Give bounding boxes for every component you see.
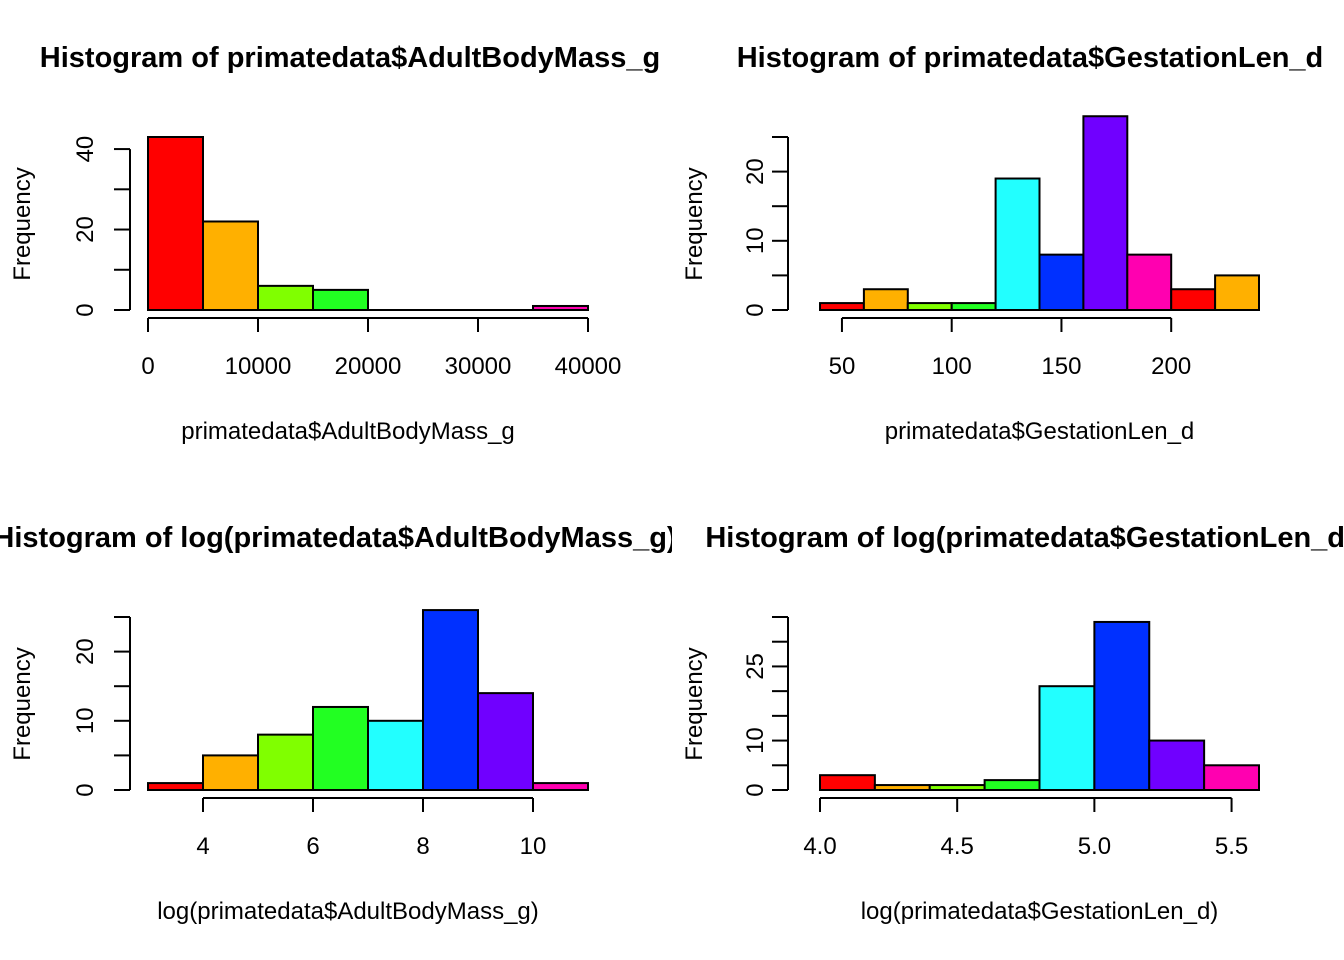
histogram-bar	[873, 784, 931, 791]
y-axis-label: Frequency	[681, 647, 708, 760]
chart-title: Histogram of primatedata$AdultBodyMass_g	[40, 42, 660, 74]
histogram-bar	[532, 782, 589, 792]
x-axis-label: primatedata$GestationLen_d	[885, 418, 1195, 445]
y-axis-label: Frequency	[681, 167, 708, 280]
histogram-bar	[312, 705, 369, 792]
histogram-bar	[257, 733, 314, 792]
histogram-bar	[257, 284, 314, 312]
histogram-bar	[1038, 685, 1096, 792]
y-tick-label: 25	[742, 653, 769, 680]
histogram-bar	[1214, 274, 1260, 311]
histogram-bar	[202, 754, 259, 792]
y-axis: 0 10 25 Frequency	[681, 616, 789, 797]
x-tick-label: 5.5	[1215, 833, 1248, 860]
x-tick-label: 8	[416, 833, 429, 860]
y-axis-label: Frequency	[9, 647, 36, 760]
y-tick-label: 40	[72, 136, 99, 163]
histogram-bar	[477, 692, 534, 791]
x-tick-label: 200	[1151, 353, 1191, 380]
x-tick-label: 150	[1041, 353, 1081, 380]
histogram-bar	[1082, 115, 1129, 311]
histogram-panel-4: Histogram of log(primatedata$GestationLe…	[681, 522, 1344, 925]
histogram-bar	[202, 220, 259, 311]
x-tick-label: 10000	[225, 353, 292, 380]
x-tick-label: 6	[306, 833, 319, 860]
histogram-bar	[147, 136, 204, 311]
y-tick-label: 20	[742, 158, 769, 185]
y-tick-label: 0	[742, 783, 769, 796]
histogram-bar	[950, 302, 997, 311]
histogram-bar	[1093, 620, 1151, 792]
histogram-bar	[1203, 764, 1260, 791]
histogram-bar	[1170, 288, 1217, 311]
y-axis: 0 10 20 Frequency	[681, 136, 789, 317]
histogram-bar	[147, 782, 204, 792]
histogram-bar	[1126, 253, 1173, 311]
y-tick-label: 0	[72, 303, 99, 316]
histogram-bar	[862, 288, 909, 311]
histogram-panel-1: Histogram of primatedata$AdultBodyMass_g…	[9, 42, 660, 445]
y-axis-label: Frequency	[9, 167, 36, 280]
y-axis: 0 10 20 Frequency	[9, 616, 131, 797]
x-axis: 50 100 150 200 primatedata$GestationLen_d	[829, 317, 1195, 445]
histogram-bar	[983, 779, 1041, 791]
x-axis: 4.0 4.5 5.0 5.5 log(primatedata$GestationLen…	[803, 797, 1248, 925]
x-tick-label: 4	[196, 833, 209, 860]
histogram-bar	[819, 302, 865, 311]
chart-title: Histogram of primatedata$GestationLen_d	[737, 42, 1324, 74]
histogram-bar	[367, 719, 424, 791]
histogram-bar	[928, 784, 986, 791]
histogram-bar	[1148, 739, 1206, 791]
y-tick-label: 0	[72, 783, 99, 796]
y-tick-label: 0	[742, 303, 769, 316]
x-axis-label: primatedata$AdultBodyMass_g	[181, 418, 515, 445]
x-tick-label: 10	[520, 833, 547, 860]
histogram-bar	[819, 774, 876, 792]
histogram-panel-2: Histogram of primatedata$GestationLen_d 0…	[681, 42, 1323, 445]
x-tick-label: 50	[829, 353, 856, 380]
histogram-panel-3: Histogram of log(primatedata$AdultBodyMa…	[0, 522, 677, 925]
histogram-bar	[532, 304, 589, 312]
chart-title: Histogram of log(primatedata$GestationLe…	[705, 522, 1344, 554]
x-axis: 4 6 8 10 log(primatedata$AdultBodyMass_g)	[157, 797, 547, 925]
x-axis-label: log(primatedata$GestationLen_d)	[861, 898, 1219, 925]
x-axis-label: log(primatedata$AdultBodyMass_g)	[157, 898, 539, 925]
histogram-bar	[422, 609, 479, 792]
y-tick-label: 10	[742, 727, 769, 754]
x-tick-label: 30000	[445, 353, 512, 380]
y-tick-label: 20	[72, 216, 99, 243]
histogram-bar	[906, 302, 953, 311]
x-tick-label: 4.5	[941, 833, 974, 860]
x-tick-label: 5.0	[1078, 833, 1111, 860]
chart-title: Histogram of log(primatedata$AdultBodyMa…	[0, 522, 677, 554]
y-tick-label: 10	[72, 707, 99, 734]
x-tick-label: 100	[932, 353, 972, 380]
histogram-bar	[994, 177, 1041, 311]
histogram-bar	[312, 288, 369, 312]
x-tick-label: 40000	[555, 353, 622, 380]
histogram-bar	[1038, 253, 1085, 311]
y-tick-label: 10	[742, 227, 769, 254]
x-tick-label: 4.0	[803, 833, 836, 860]
y-tick-label: 20	[72, 638, 99, 665]
y-axis: 0 20 40 Frequency	[9, 136, 131, 317]
x-tick-label: 20000	[335, 353, 402, 380]
x-tick-label: 0	[141, 353, 154, 380]
x-axis: 0 10000 20000 30000 40000 primatedata$AdultBo…	[141, 317, 622, 445]
